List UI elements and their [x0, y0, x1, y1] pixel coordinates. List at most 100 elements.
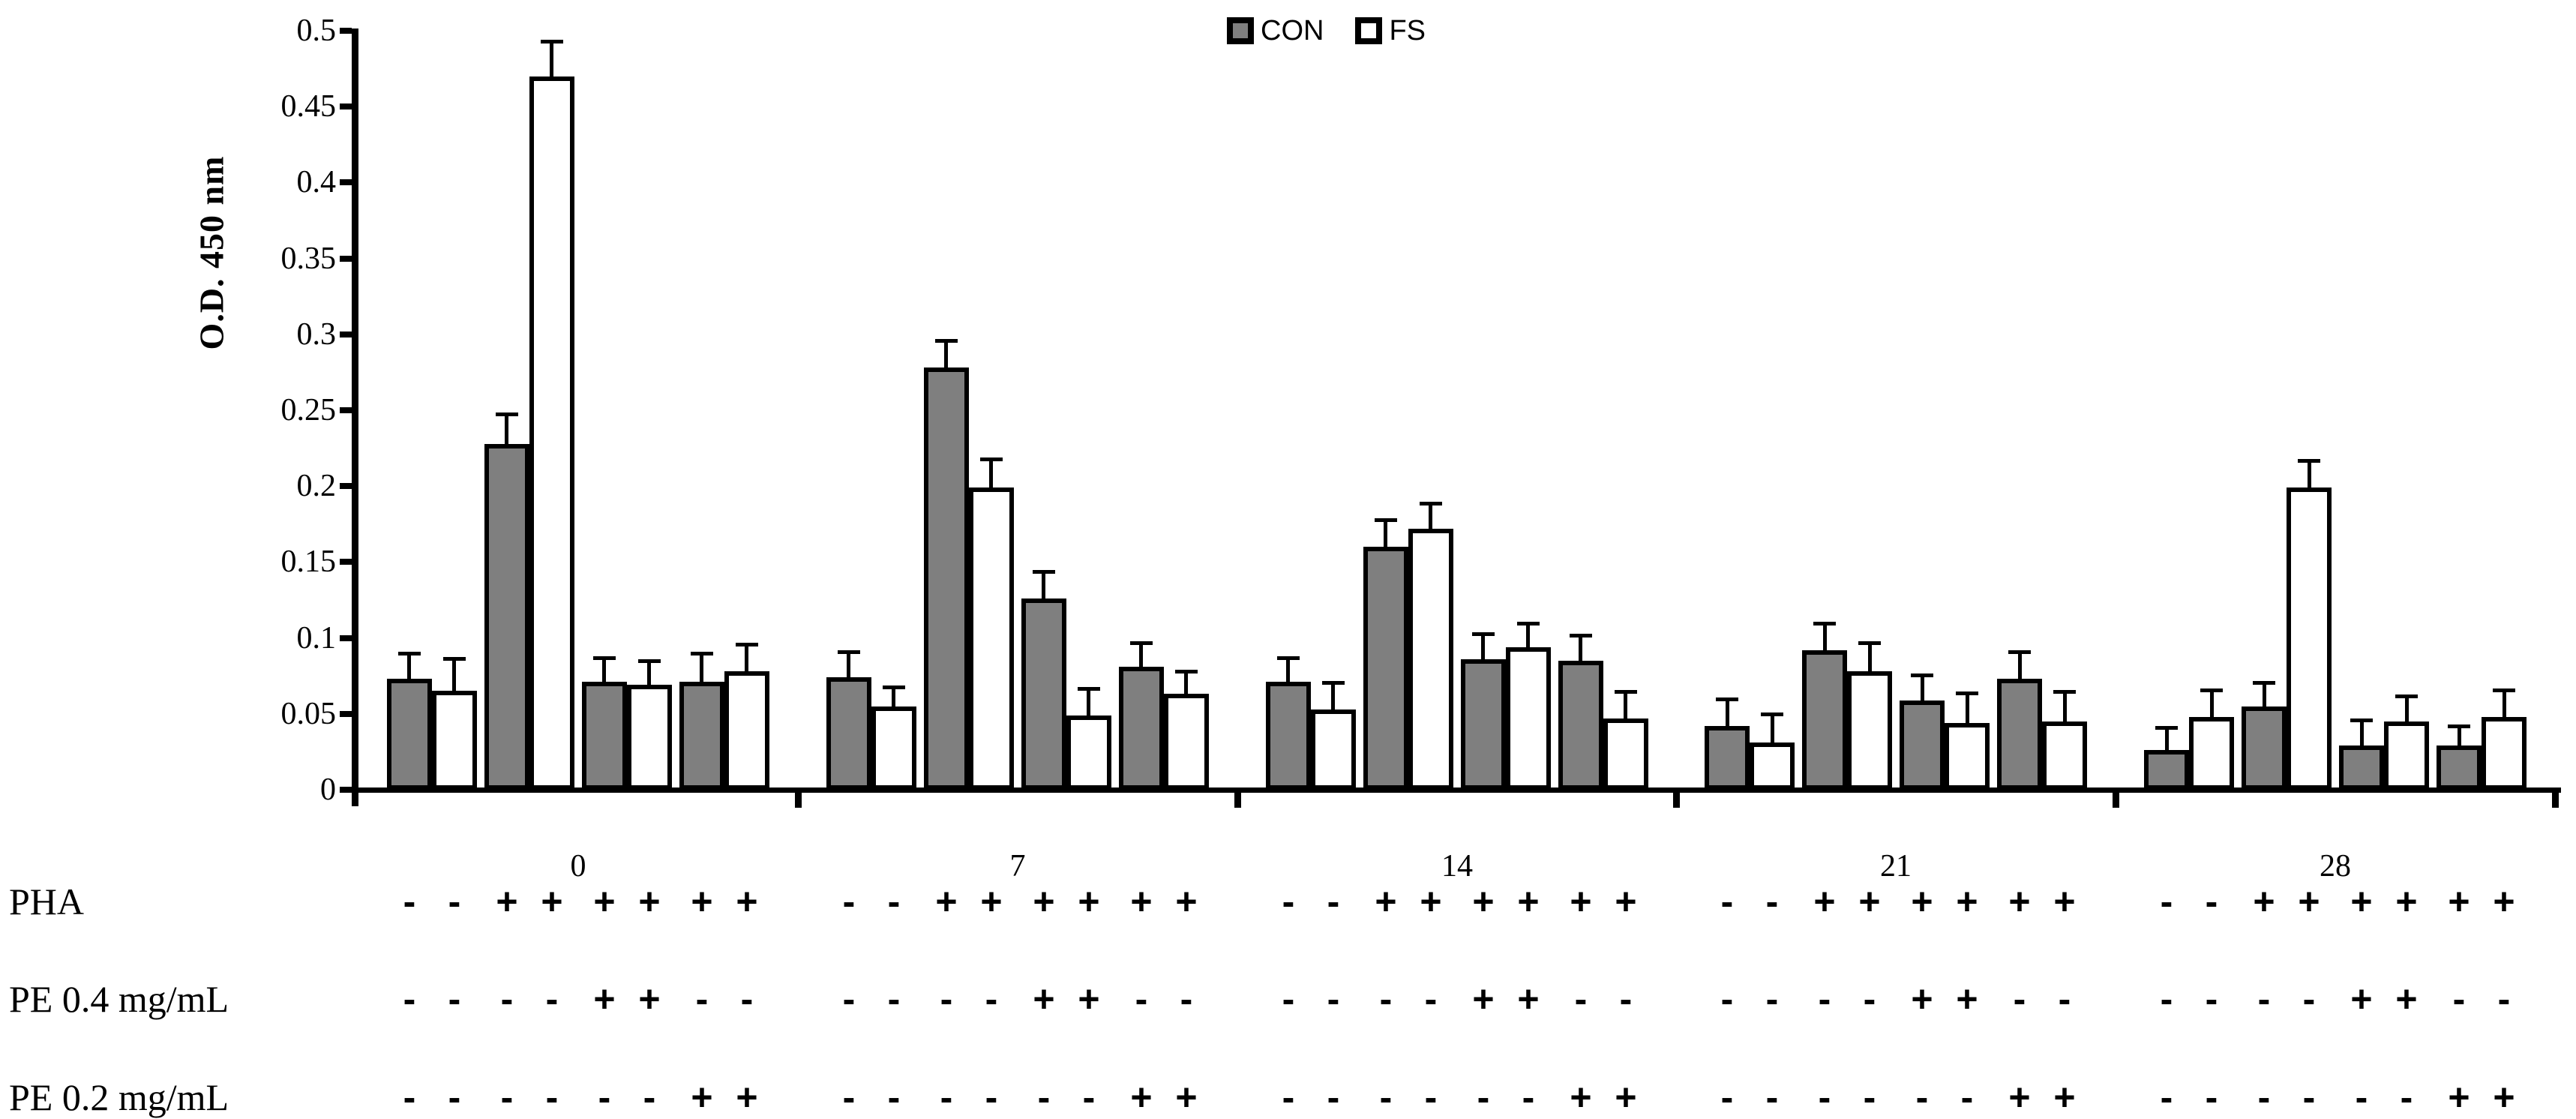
- sign-cell: -: [1180, 978, 1193, 1020]
- sign-cell: +: [1570, 1076, 1592, 1118]
- legend-label-fs: FS: [1389, 15, 1426, 46]
- sign-cell: +: [1911, 880, 1933, 922]
- error-bar-cap: [935, 339, 958, 343]
- error-bar-stem: [1087, 688, 1090, 716]
- bar-fs: [1066, 716, 1111, 790]
- sign-cell: +: [1472, 978, 1495, 1020]
- sign-cell: -: [2452, 978, 2466, 1020]
- sign-cell: -: [740, 978, 754, 1020]
- bar-con: [1021, 598, 1066, 790]
- bar-fs: [2042, 722, 2087, 790]
- sign-cell: -: [842, 978, 856, 1020]
- error-bar-stem: [847, 652, 850, 677]
- sign-cell: -: [1477, 1076, 1490, 1118]
- sign-cell: +: [1175, 1076, 1198, 1118]
- error-bar-stem: [1384, 520, 1387, 547]
- x-axis-line: [352, 788, 2561, 793]
- sign-cell: -: [1135, 978, 1148, 1020]
- sign-cell: +: [2395, 880, 2418, 922]
- sign-cell: +: [2008, 880, 2031, 922]
- error-bar-stem: [1966, 693, 1969, 723]
- error-bar-cap: [638, 659, 661, 663]
- sign-cell: -: [448, 880, 461, 922]
- x-group-label: 28: [2320, 849, 2351, 884]
- sign-cell: -: [887, 978, 901, 1020]
- error-bar-stem: [2263, 682, 2266, 706]
- sign-cell: -: [1037, 1076, 1051, 1118]
- sign-cell: +: [2008, 1076, 2031, 1118]
- sign-cell: -: [2205, 1076, 2218, 1118]
- sign-cell: +: [2253, 880, 2275, 922]
- sign-cell: -: [1327, 880, 1340, 922]
- error-bar-cap: [1033, 570, 1055, 574]
- sign-cell: -: [643, 1076, 656, 1118]
- sign-cell: +: [2448, 1076, 2470, 1118]
- y-tick-label: 0.4: [296, 165, 337, 200]
- x-group-boundary-tick: [2552, 791, 2559, 808]
- error-bar-cap: [2298, 459, 2320, 463]
- error-bar-stem: [892, 687, 895, 706]
- error-bar-cap: [2493, 688, 2515, 692]
- error-bar-cap: [1570, 634, 1592, 638]
- sign-cell: -: [2400, 1076, 2413, 1118]
- con-swatch-icon: [1227, 17, 1254, 44]
- bar-con: [1363, 547, 1408, 790]
- sign-cell: +: [496, 880, 518, 922]
- sign-cell: +: [1033, 978, 1055, 1020]
- sign-cell: -: [985, 978, 998, 1020]
- sign-cell: -: [545, 978, 559, 1020]
- sign-cell: -: [1960, 1076, 1974, 1118]
- sign-cell: -: [1327, 978, 1340, 1020]
- error-bar-stem: [1526, 623, 1530, 647]
- error-bar-stem: [2503, 690, 2506, 717]
- error-bar-stem: [1286, 658, 1290, 682]
- bar-fs: [2482, 717, 2527, 790]
- sign-cell: -: [887, 880, 901, 922]
- sign-cell: -: [2013, 978, 2026, 1020]
- sign-cell: +: [2053, 880, 2076, 922]
- bar-fs: [1311, 710, 1356, 790]
- error-bar-cap: [736, 643, 758, 646]
- sign-cell: -: [598, 1076, 611, 1118]
- sign-cell: +: [2350, 978, 2373, 1020]
- bar-fs: [432, 691, 477, 790]
- bar-con: [2242, 706, 2287, 790]
- bar-con: [1558, 661, 1603, 790]
- bar-con: [1997, 679, 2042, 790]
- error-bar-stem: [1331, 682, 1335, 710]
- x-group-boundary-tick: [795, 791, 802, 808]
- bar-con: [1266, 682, 1311, 790]
- error-bar-stem: [1579, 635, 1582, 661]
- legend-item-con: CON: [1227, 16, 1324, 45]
- bar-fs: [1603, 718, 1648, 790]
- bar-fs: [1847, 671, 1892, 790]
- sign-cell: +: [1956, 880, 1978, 922]
- legend: CON FS: [1227, 16, 1426, 45]
- sign-cell: -: [500, 978, 514, 1020]
- error-bar-stem: [407, 653, 411, 679]
- bar-fs: [724, 671, 769, 790]
- sign-cell: -: [1424, 1076, 1438, 1118]
- sign-cell: +: [2298, 880, 2320, 922]
- error-bar-stem: [647, 661, 651, 685]
- sign-cell: +: [2395, 978, 2418, 1020]
- bar-fs: [1506, 647, 1551, 790]
- sign-cell: +: [2448, 880, 2470, 922]
- error-bar-stem: [1139, 643, 1143, 667]
- bar-con: [826, 677, 871, 790]
- error-bar-cap: [1615, 690, 1637, 694]
- error-bar-cap: [496, 412, 518, 416]
- bar-con: [1705, 726, 1750, 790]
- bar-con: [2144, 750, 2189, 790]
- sign-cell: -: [403, 1076, 416, 1118]
- sign-cell: +: [935, 880, 958, 922]
- sign-cell: +: [1078, 880, 1100, 922]
- sign-cell: +: [2493, 1076, 2515, 1118]
- y-tick-label: 0.3: [296, 317, 337, 352]
- sign-cell: +: [1911, 978, 1933, 1020]
- y-tick-label: 0.2: [296, 469, 337, 503]
- sign-cell: +: [1175, 880, 1198, 922]
- error-bar-cap: [1813, 622, 1836, 626]
- sign-cell: -: [842, 1076, 856, 1118]
- bar-fs: [2287, 488, 2332, 790]
